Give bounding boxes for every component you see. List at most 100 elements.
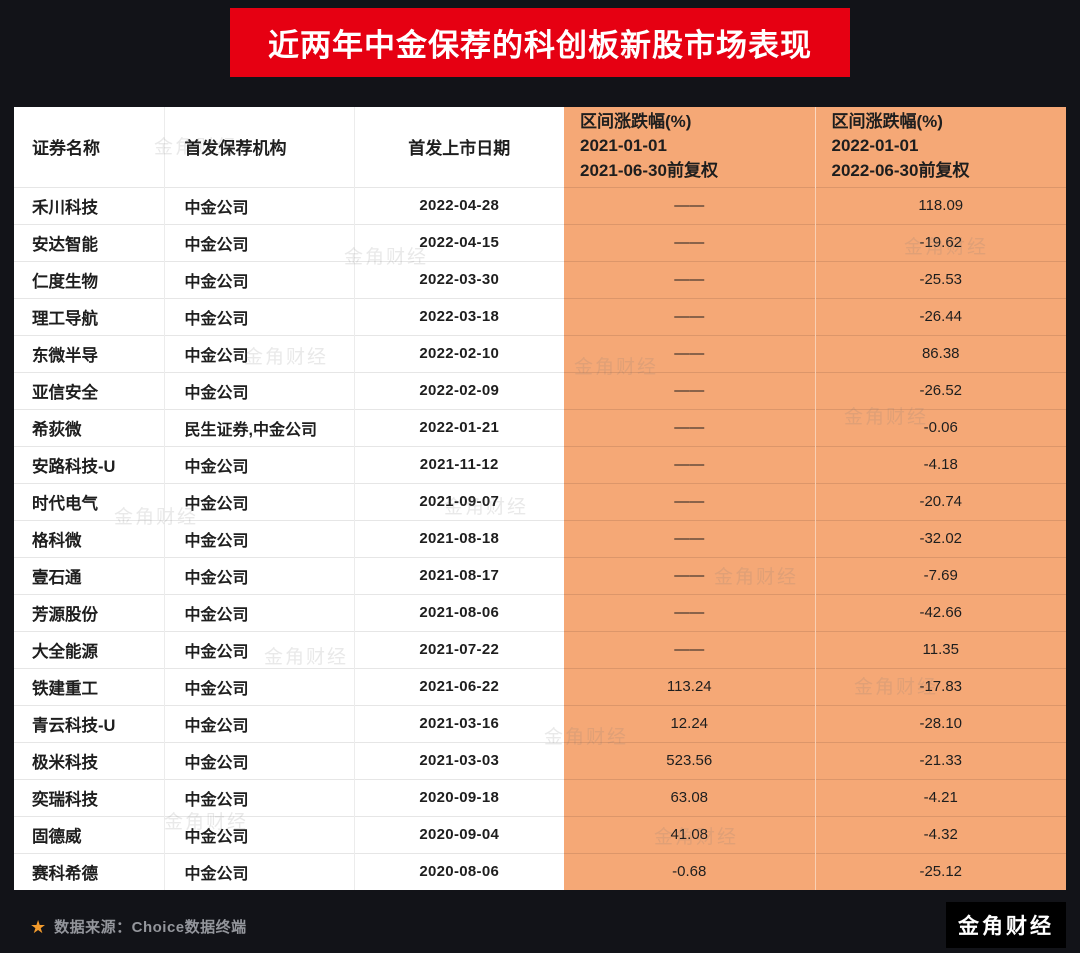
change-2022-cell: -4.18 bbox=[814, 445, 1066, 483]
change-2022-cell: -42.66 bbox=[814, 593, 1066, 631]
listing-date-cell: 2021-08-18 bbox=[353, 519, 564, 557]
change-2021-cell: —— bbox=[564, 519, 815, 557]
sponsor-cell: 中金公司 bbox=[163, 630, 354, 668]
sponsor-cell: 中金公司 bbox=[163, 260, 354, 298]
change-2022-cell: -32.02 bbox=[814, 519, 1066, 557]
table-row: 青云科技-U 中金公司 2021-03-16 12.24 -28.10 bbox=[14, 704, 1066, 742]
change-2022-cell: -19.62 bbox=[814, 223, 1066, 261]
security-name-cell: 安达智能 bbox=[14, 223, 164, 261]
security-name-cell: 禾川科技 bbox=[14, 186, 164, 224]
change-2021-cell: —— bbox=[564, 593, 815, 631]
column-header-change-2021: 区间涨跌幅(%) 2021-01-01 2021-06-30前复权 bbox=[564, 107, 815, 187]
change-2021-cell: —— bbox=[564, 482, 815, 520]
change-2021-cell: —— bbox=[564, 630, 815, 668]
page-title: 近两年中金保荐的科创板新股市场表现 bbox=[230, 8, 850, 77]
data-source-footer: ★ 数据来源：Choice数据终端 bbox=[30, 916, 247, 937]
change-2022-cell: 86.38 bbox=[814, 334, 1066, 372]
security-name-cell: 理工导航 bbox=[14, 297, 164, 335]
listing-date-cell: 2022-02-09 bbox=[353, 371, 564, 409]
listing-date-cell: 2021-06-22 bbox=[353, 667, 564, 705]
change-2021-cell: 12.24 bbox=[564, 704, 815, 742]
change-2021-cell: —— bbox=[564, 223, 815, 261]
data-source-label: 数据来源：Choice数据终端 bbox=[54, 919, 247, 936]
sponsor-cell: 中金公司 bbox=[163, 741, 354, 779]
change-2021-cell: -0.68 bbox=[564, 852, 815, 890]
listing-date-cell: 2022-01-21 bbox=[353, 408, 564, 446]
security-name-cell: 芳源股份 bbox=[14, 593, 164, 631]
table-row: 理工导航 中金公司 2022-03-18 —— -26.44 bbox=[14, 297, 1066, 335]
table-row: 安达智能 中金公司 2022-04-15 —— -19.62 bbox=[14, 223, 1066, 261]
change-2022-cell: -28.10 bbox=[814, 704, 1066, 742]
listing-date-cell: 2021-07-22 bbox=[353, 630, 564, 668]
change-2022-cell: -4.21 bbox=[814, 778, 1066, 816]
table-row: 禾川科技 中金公司 2022-04-28 —— 118.09 bbox=[14, 186, 1066, 224]
sponsor-cell: 中金公司 bbox=[163, 704, 354, 742]
security-name-cell: 大全能源 bbox=[14, 630, 164, 668]
column-header-sponsor: 首发保荐机构 bbox=[163, 107, 354, 187]
sponsor-cell: 中金公司 bbox=[163, 815, 354, 853]
star-icon: ★ bbox=[30, 916, 47, 937]
change-2021-cell: —— bbox=[564, 408, 815, 446]
change-2022-cell: -25.12 bbox=[814, 852, 1066, 890]
change-2022-cell: -25.53 bbox=[814, 260, 1066, 298]
table-row: 亚信安全 中金公司 2022-02-09 —— -26.52 bbox=[14, 371, 1066, 409]
table-row: 极米科技 中金公司 2021-03-03 523.56 -21.33 bbox=[14, 741, 1066, 779]
table-row: 固德威 中金公司 2020-09-04 41.08 -4.32 bbox=[14, 815, 1066, 853]
security-name-cell: 奕瑞科技 bbox=[14, 778, 164, 816]
change-2021-cell: —— bbox=[564, 334, 815, 372]
change-2022-cell: -17.83 bbox=[814, 667, 1066, 705]
change-2022-cell: -20.74 bbox=[814, 482, 1066, 520]
change-2022-cell: -7.69 bbox=[814, 556, 1066, 594]
sponsor-cell: 中金公司 bbox=[163, 223, 354, 261]
change-2021-cell: —— bbox=[564, 186, 815, 224]
table-row: 希荻微 民生证券,中金公司 2022-01-21 —— -0.06 bbox=[14, 408, 1066, 446]
table-row: 时代电气 中金公司 2021-09-07 —— -20.74 bbox=[14, 482, 1066, 520]
security-name-cell: 青云科技-U bbox=[14, 704, 164, 742]
data-table: 证券名称 首发保荐机构 首发上市日期 区间涨跌幅(%) 2021-01-01 2021-0… bbox=[14, 107, 1066, 890]
change-2021-cell: 63.08 bbox=[564, 778, 815, 816]
listing-date-cell: 2022-04-28 bbox=[353, 186, 564, 224]
sponsor-cell: 中金公司 bbox=[163, 445, 354, 483]
listing-date-cell: 2022-04-15 bbox=[353, 223, 564, 261]
column-header-change-2022: 区间涨跌幅(%) 2022-01-01 2022-06-30前复权 bbox=[814, 107, 1066, 187]
change-2022-cell: -4.32 bbox=[814, 815, 1066, 853]
sponsor-cell: 中金公司 bbox=[163, 593, 354, 631]
sponsor-cell: 中金公司 bbox=[163, 519, 354, 557]
security-name-cell: 赛科希德 bbox=[14, 852, 164, 890]
security-name-cell: 东微半导 bbox=[14, 334, 164, 372]
listing-date-cell: 2021-08-06 bbox=[353, 593, 564, 631]
change-2022-cell: -26.44 bbox=[814, 297, 1066, 335]
table-row: 壹石通 中金公司 2021-08-17 —— -7.69 bbox=[14, 556, 1066, 594]
change-2021-cell: —— bbox=[564, 371, 815, 409]
sponsor-cell: 民生证券,中金公司 bbox=[163, 408, 354, 446]
brand-logo: 金角财经 bbox=[946, 902, 1066, 948]
listing-date-cell: 2020-09-18 bbox=[353, 778, 564, 816]
security-name-cell: 壹石通 bbox=[14, 556, 164, 594]
security-name-cell: 希荻微 bbox=[14, 408, 164, 446]
table-body: 禾川科技 中金公司 2022-04-28 —— 118.09 安达智能 中金公司 2022-0… bbox=[14, 186, 1066, 890]
listing-date-cell: 2022-02-10 bbox=[353, 334, 564, 372]
sponsor-cell: 中金公司 bbox=[163, 667, 354, 705]
change-2021-cell: 523.56 bbox=[564, 741, 815, 779]
change-2021-cell: —— bbox=[564, 556, 815, 594]
change-2021-cell: —— bbox=[564, 445, 815, 483]
sponsor-cell: 中金公司 bbox=[163, 778, 354, 816]
listing-date-cell: 2021-11-12 bbox=[353, 445, 564, 483]
sponsor-cell: 中金公司 bbox=[163, 852, 354, 890]
table-row: 芳源股份 中金公司 2021-08-06 —— -42.66 bbox=[14, 593, 1066, 631]
table-row: 奕瑞科技 中金公司 2020-09-18 63.08 -4.21 bbox=[14, 778, 1066, 816]
table-row: 铁建重工 中金公司 2021-06-22 113.24 -17.83 bbox=[14, 667, 1066, 705]
column-header-listing-date: 首发上市日期 bbox=[353, 107, 564, 187]
sponsor-cell: 中金公司 bbox=[163, 297, 354, 335]
listing-date-cell: 2021-08-17 bbox=[353, 556, 564, 594]
table-row: 大全能源 中金公司 2021-07-22 —— 11.35 bbox=[14, 630, 1066, 668]
change-2022-cell: 11.35 bbox=[814, 630, 1066, 668]
table-row: 格科微 中金公司 2021-08-18 —— -32.02 bbox=[14, 519, 1066, 557]
security-name-cell: 极米科技 bbox=[14, 741, 164, 779]
table-header-row: 证券名称 首发保荐机构 首发上市日期 区间涨跌幅(%) 2021-01-01 2021-0… bbox=[14, 107, 1066, 187]
listing-date-cell: 2021-09-07 bbox=[353, 482, 564, 520]
table-row: 东微半导 中金公司 2022-02-10 —— 86.38 bbox=[14, 334, 1066, 372]
sponsor-cell: 中金公司 bbox=[163, 186, 354, 224]
column-header-security-name: 证券名称 bbox=[32, 139, 100, 159]
stock-performance-table: 证券名称 首发保荐机构 首发上市日期 区间涨跌幅(%) 2021-01-01 2021-0… bbox=[14, 107, 1066, 890]
